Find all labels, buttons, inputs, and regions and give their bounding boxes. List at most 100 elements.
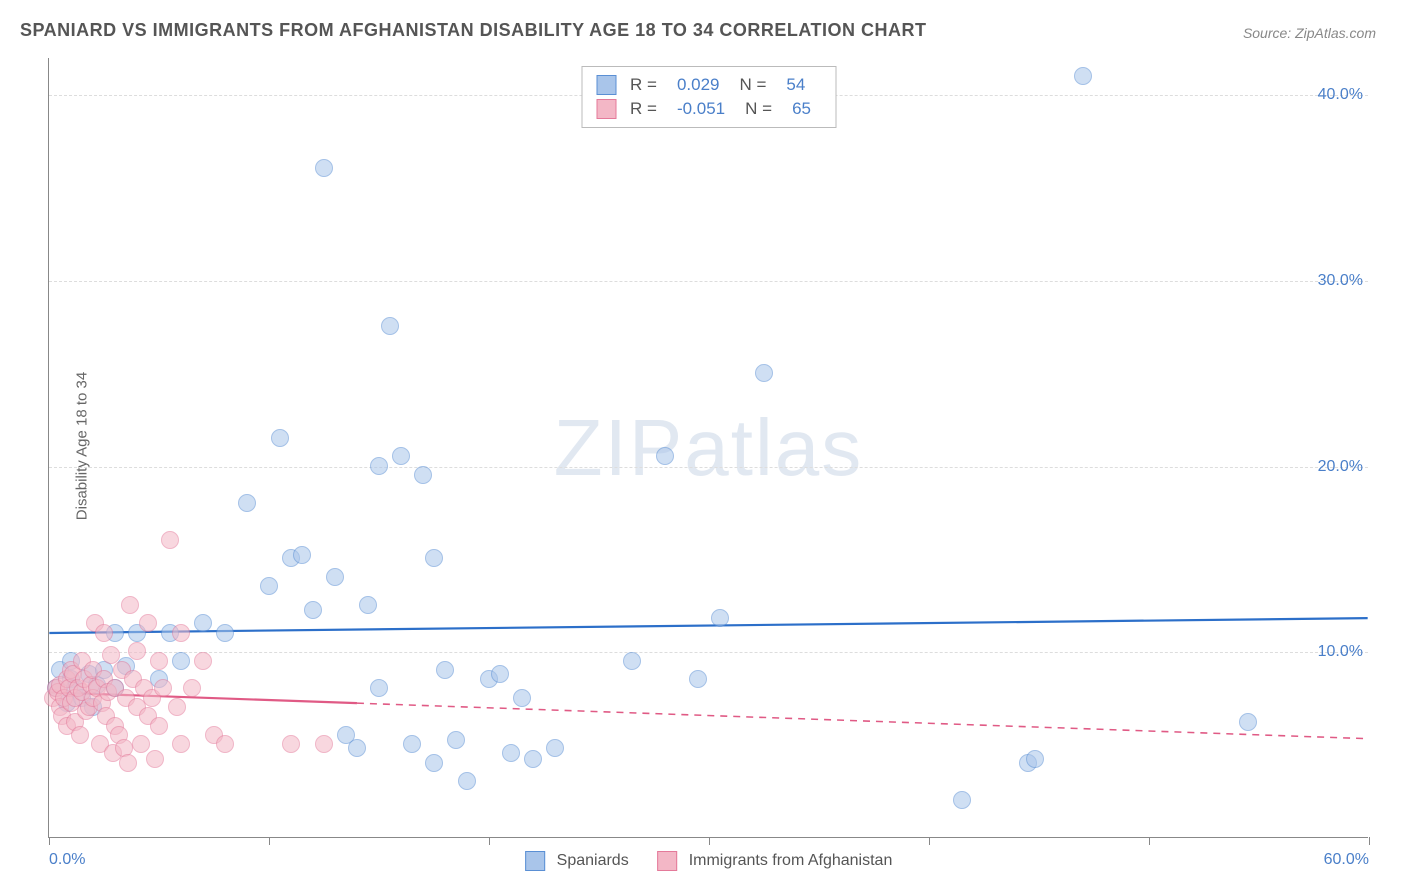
- data-point-spaniards: [392, 447, 410, 465]
- data-point-afghan: [183, 679, 201, 697]
- n-label: N =: [739, 75, 766, 95]
- data-point-afghan: [282, 735, 300, 753]
- data-point-spaniards: [425, 754, 443, 772]
- gridline: [49, 467, 1368, 468]
- data-point-afghan: [172, 735, 190, 753]
- data-point-spaniards: [293, 546, 311, 564]
- data-point-spaniards: [326, 568, 344, 586]
- data-point-afghan: [132, 735, 150, 753]
- legend-label-spaniards: Spaniards: [557, 852, 629, 870]
- data-point-afghan: [71, 726, 89, 744]
- data-point-spaniards: [711, 609, 729, 627]
- data-point-afghan: [172, 624, 190, 642]
- legend-row-afghan: R = -0.051 N = 65: [596, 97, 821, 121]
- swatch-spaniards-icon: [525, 851, 545, 871]
- data-point-spaniards: [425, 549, 443, 567]
- data-point-spaniards: [623, 652, 641, 670]
- x-tick-label: 60.0%: [1324, 851, 1369, 869]
- source-attribution: Source: ZipAtlas.com: [1243, 25, 1376, 41]
- legend-bottom: Spaniards Immigrants from Afghanistan: [525, 851, 893, 871]
- data-point-spaniards: [348, 739, 366, 757]
- data-point-afghan: [146, 750, 164, 768]
- r-label: R =: [630, 99, 657, 119]
- y-tick-label: 20.0%: [1318, 458, 1373, 476]
- regression-line-spaniards: [49, 618, 1367, 633]
- data-point-spaniards: [304, 601, 322, 619]
- data-point-spaniards: [755, 364, 773, 382]
- data-point-spaniards: [491, 665, 509, 683]
- data-point-afghan: [128, 642, 146, 660]
- data-point-spaniards: [953, 791, 971, 809]
- data-point-spaniards: [447, 731, 465, 749]
- data-point-spaniards: [370, 457, 388, 475]
- data-point-spaniards: [1074, 67, 1092, 85]
- x-tick: [269, 837, 270, 845]
- legend-label-afghan: Immigrants from Afghanistan: [689, 852, 893, 870]
- data-point-afghan: [168, 698, 186, 716]
- data-point-afghan: [95, 624, 113, 642]
- legend-item-spaniards: Spaniards: [525, 851, 629, 871]
- data-point-spaniards: [458, 772, 476, 790]
- watermark: ZIPatlas: [554, 402, 863, 494]
- regression-lines: [49, 58, 1368, 837]
- data-point-spaniards: [524, 750, 542, 768]
- x-tick: [489, 837, 490, 845]
- data-point-spaniards: [238, 494, 256, 512]
- legend-item-afghan: Immigrants from Afghanistan: [657, 851, 893, 871]
- x-tick: [929, 837, 930, 845]
- x-tick: [49, 837, 50, 845]
- data-point-afghan: [119, 754, 137, 772]
- data-point-afghan: [121, 596, 139, 614]
- r-label: R =: [630, 75, 657, 95]
- gridline: [49, 281, 1368, 282]
- y-tick-label: 10.0%: [1318, 643, 1373, 661]
- swatch-afghan: [596, 99, 616, 119]
- data-point-afghan: [150, 652, 168, 670]
- data-point-spaniards: [216, 624, 234, 642]
- y-tick-label: 30.0%: [1318, 272, 1373, 290]
- data-point-spaniards: [194, 614, 212, 632]
- data-point-spaniards: [513, 689, 531, 707]
- correlation-legend: R = 0.029 N = 54 R = -0.051 N = 65: [581, 66, 836, 128]
- data-point-spaniards: [436, 661, 454, 679]
- data-point-spaniards: [689, 670, 707, 688]
- x-tick: [1369, 837, 1370, 845]
- data-point-afghan: [161, 531, 179, 549]
- x-tick: [1149, 837, 1150, 845]
- data-point-spaniards: [271, 429, 289, 447]
- n-label: N =: [745, 99, 772, 119]
- data-point-spaniards: [172, 652, 190, 670]
- swatch-spaniards: [596, 75, 616, 95]
- data-point-spaniards: [260, 577, 278, 595]
- data-point-spaniards: [502, 744, 520, 762]
- data-point-spaniards: [359, 596, 377, 614]
- data-point-spaniards: [656, 447, 674, 465]
- data-point-afghan: [216, 735, 234, 753]
- data-point-spaniards: [1239, 713, 1257, 731]
- data-point-spaniards: [546, 739, 564, 757]
- n-value-afghan: 65: [792, 99, 811, 119]
- legend-row-spaniards: R = 0.029 N = 54: [596, 73, 821, 97]
- data-point-spaniards: [414, 466, 432, 484]
- watermark-atlas: atlas: [684, 403, 863, 492]
- data-point-afghan: [150, 717, 168, 735]
- data-point-spaniards: [381, 317, 399, 335]
- data-point-spaniards: [370, 679, 388, 697]
- data-point-spaniards: [315, 159, 333, 177]
- data-point-afghan: [194, 652, 212, 670]
- regression-line-dashed-afghan: [357, 703, 1368, 739]
- r-value-spaniards: 0.029: [677, 75, 720, 95]
- data-point-spaniards: [403, 735, 421, 753]
- gridline: [49, 652, 1368, 653]
- y-tick-label: 40.0%: [1318, 86, 1373, 104]
- r-value-afghan: -0.051: [677, 99, 725, 119]
- n-value-spaniards: 54: [786, 75, 805, 95]
- data-point-afghan: [139, 614, 157, 632]
- chart-title: SPANIARD VS IMMIGRANTS FROM AFGHANISTAN …: [20, 20, 927, 41]
- x-tick: [709, 837, 710, 845]
- plot-area: ZIPatlas R = 0.029 N = 54 R = -0.051 N =…: [48, 58, 1368, 838]
- data-point-afghan: [315, 735, 333, 753]
- data-point-spaniards: [1026, 750, 1044, 768]
- x-tick-label: 0.0%: [49, 851, 85, 869]
- data-point-afghan: [154, 679, 172, 697]
